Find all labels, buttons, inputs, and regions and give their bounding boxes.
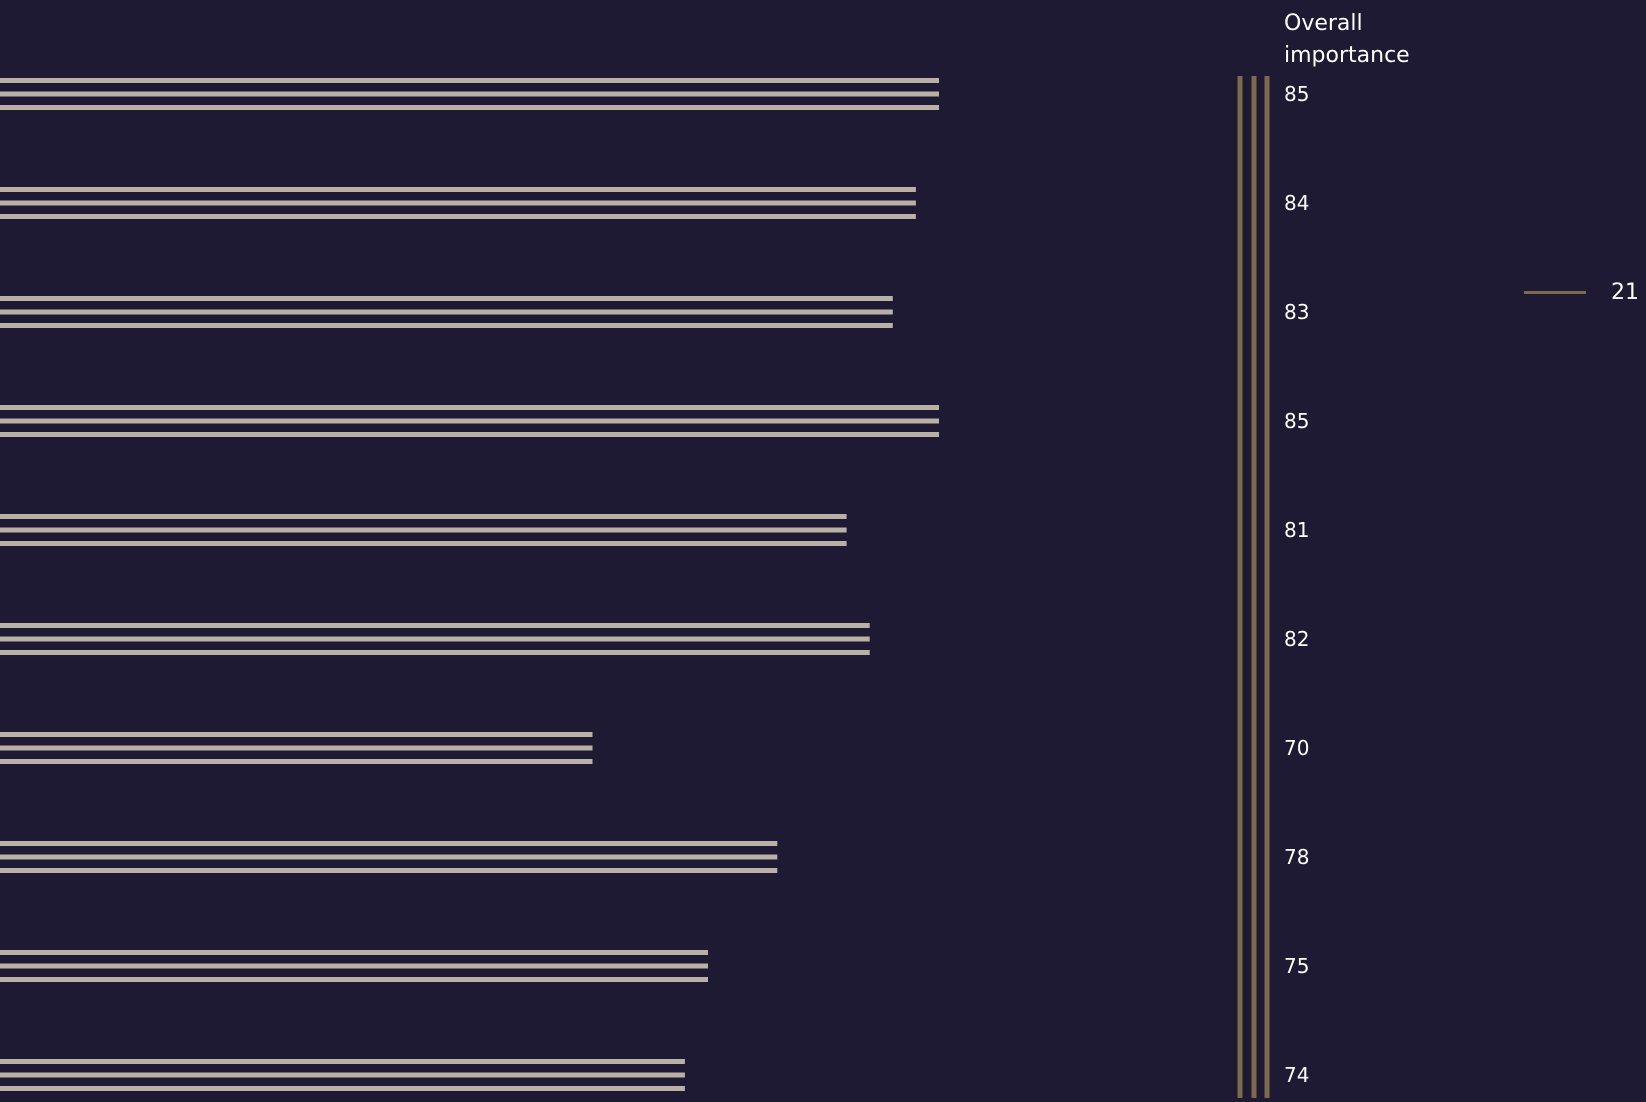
legend-swatch (1524, 291, 1586, 294)
bar-9 (0, 1059, 685, 1091)
bar-7-stripe (0, 854, 778, 860)
bar-0 (0, 78, 939, 110)
bar-8 (0, 950, 708, 982)
header-line-2: importance (1284, 43, 1410, 68)
bar-1-stripe (0, 200, 916, 206)
bar-9-stripe (0, 1059, 685, 1064)
value-label: 70 (1284, 736, 1310, 760)
bar-7-stripe (0, 841, 778, 846)
value-label: 83 (1284, 300, 1310, 324)
bar-6-stripe (0, 759, 593, 764)
bar-2-stripe (0, 323, 893, 328)
bar-3 (0, 405, 939, 437)
bars-group (0, 78, 939, 1091)
bar-5 (0, 623, 870, 655)
bar-2-stripe (0, 296, 893, 301)
value-label: 81 (1284, 518, 1310, 542)
bar-8-stripe (0, 977, 708, 982)
bar-2-stripe (0, 309, 893, 315)
value-label: 85 (1284, 82, 1310, 106)
bar-8-stripe (0, 950, 708, 955)
value-label: 74 (1284, 1063, 1310, 1087)
bar-7 (0, 841, 778, 873)
value-label: 84 (1284, 191, 1310, 215)
bar-5-stripe (0, 623, 870, 628)
bar-0-stripe (0, 91, 939, 97)
header-line-1: Overall (1284, 11, 1363, 36)
bar-4-stripe (0, 527, 847, 533)
bar-4-stripe (0, 514, 847, 519)
value-label: 78 (1284, 845, 1310, 869)
bar-5-stripe (0, 636, 870, 642)
value-label: 85 (1284, 409, 1310, 433)
bar-4-stripe (0, 541, 847, 546)
bar-6 (0, 732, 593, 764)
bar-1-stripe (0, 214, 916, 219)
bar-7-stripe (0, 868, 778, 873)
bar-3-stripe (0, 405, 939, 410)
vertical-line-1 (1251, 76, 1257, 1098)
bar-9-stripe (0, 1072, 685, 1078)
bar-6-stripe (0, 745, 593, 751)
value-label: 82 (1284, 627, 1310, 651)
vertical-line-2 (1264, 76, 1270, 1098)
legend: 21 (1524, 280, 1639, 305)
value-label: 75 (1284, 954, 1310, 978)
bar-9-stripe (0, 1086, 685, 1091)
bar-4 (0, 514, 847, 546)
bar-0-stripe (0, 78, 939, 83)
vertical-line-0 (1237, 76, 1243, 1098)
legend-label: 21 (1611, 280, 1639, 305)
bar-1 (0, 187, 916, 219)
bar-1-stripe (0, 187, 916, 192)
bar-3-stripe (0, 432, 939, 437)
bar-5-stripe (0, 650, 870, 655)
bar-6-stripe (0, 732, 593, 737)
bar-8-stripe (0, 963, 708, 969)
overall-importance-header: Overall importance (1284, 8, 1410, 72)
overall-importance-axis-lines (1237, 76, 1270, 1098)
bar-2 (0, 296, 893, 328)
bar-0-stripe (0, 105, 939, 110)
bar-3-stripe (0, 418, 939, 424)
